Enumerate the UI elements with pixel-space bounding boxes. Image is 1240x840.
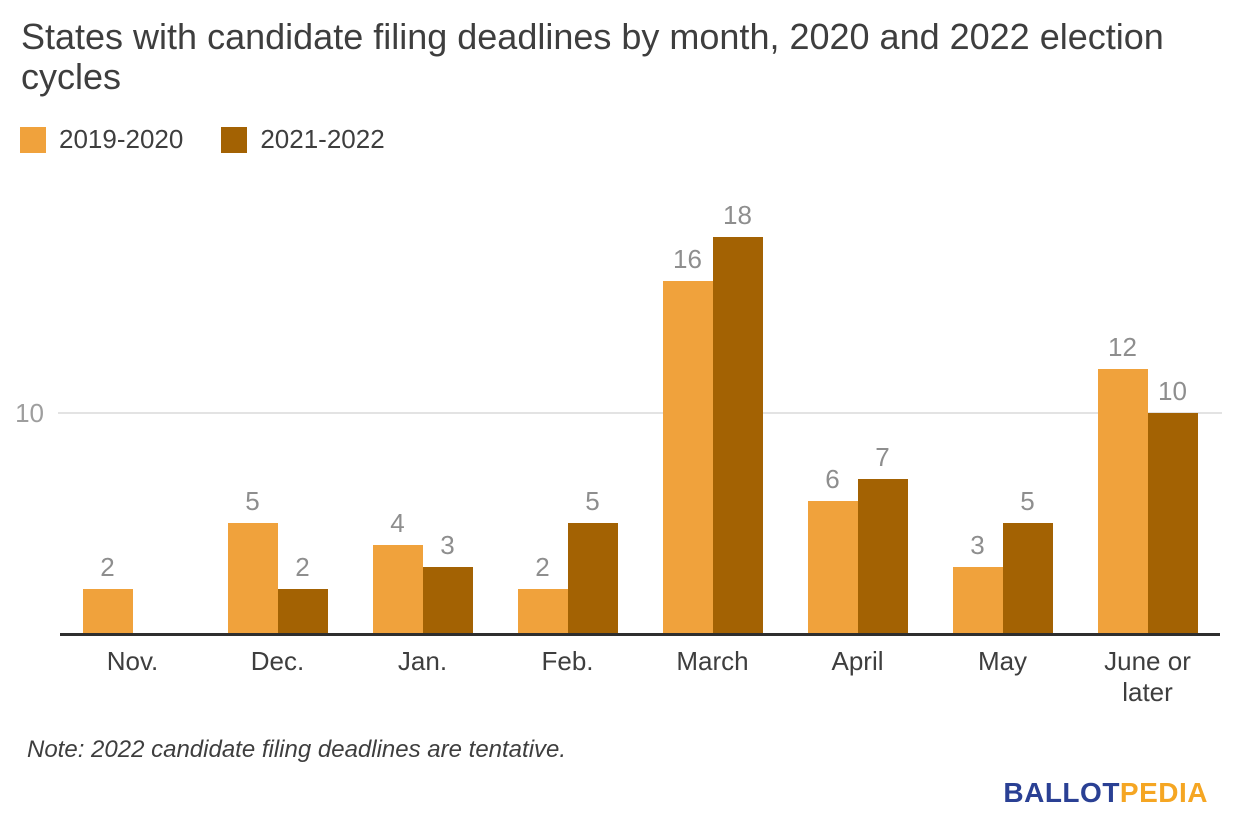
bar-2019-2020-May (952, 567, 1003, 633)
value-label-2019-2020-May: 3 (970, 530, 985, 560)
bar-2021-2022-March (712, 237, 763, 633)
value-label-2019-2020-March: 16 (673, 244, 702, 274)
x-axis-label-Feb.: Feb. (541, 646, 594, 676)
bar-2019-2020-Jan. (372, 545, 423, 633)
bar-2021-2022-June or later (1147, 413, 1198, 633)
value-label-2019-2020-Nov.: 2 (100, 552, 115, 582)
x-axis-label-May: May (977, 646, 1028, 676)
value-label-2021-2022-April: 7 (875, 442, 890, 472)
y-axis-tick-10: 10 (15, 398, 44, 428)
value-label-2019-2020-Feb.: 2 (535, 552, 550, 582)
bar-2019-2020-Dec. (227, 523, 278, 633)
value-label-2019-2020-April: 6 (825, 464, 840, 494)
plot-area: 2 Nov. 5 2 Dec. 4 3 Jan. 2 5 Feb. 16 18 March 6 7 April 3… (58, 180, 1222, 707)
value-label-2021-2022-June or later: 10 (1158, 376, 1187, 406)
logo-pedia-text: PEDIA (1119, 777, 1208, 808)
value-label-2019-2020-Dec.: 5 (245, 486, 260, 516)
bar-2021-2022-May (1002, 523, 1053, 633)
value-label-2019-2020-June or later: 12 (1108, 332, 1137, 362)
x-axis-label-April: April (831, 646, 884, 676)
value-label-2021-2022-Feb.: 5 (585, 486, 600, 516)
value-label-2021-2022-March: 18 (723, 200, 752, 230)
bar-2019-2020-March (662, 281, 713, 633)
x-axis-label-Nov.: Nov. (106, 646, 159, 676)
x-axis-label-June or later: June or later (1104, 646, 1191, 707)
bar-2021-2022-Feb. (567, 523, 618, 633)
x-axis-label-Dec.: Dec. (250, 646, 305, 676)
legend-label: 2021-2022 (260, 124, 385, 154)
value-label-2021-2022-Jan.: 3 (440, 530, 455, 560)
legend: 2019-2020 2021-2022 (20, 124, 385, 155)
legend-item-2021-2022: 2021-2022 (221, 124, 385, 155)
legend-swatch-icon (20, 126, 46, 153)
bar-2019-2020-Nov. (82, 589, 133, 633)
bar-2021-2022-Dec. (277, 589, 328, 633)
bar-2019-2020-June or later (1097, 369, 1148, 633)
chart-title: States with candidate filing deadlines b… (21, 16, 1164, 97)
value-label-2021-2022-Dec.: 2 (295, 552, 310, 582)
x-axis-line (60, 633, 1220, 636)
bar-2021-2022-Jan. (422, 567, 473, 633)
logo-ballot-text: BALLOT (1003, 777, 1120, 808)
bar-2019-2020-April (807, 501, 858, 633)
legend-swatch-icon (221, 126, 248, 153)
x-axis-label-March: March (676, 646, 749, 676)
bar-2021-2022-April (857, 479, 908, 633)
x-axis-label-Jan.: Jan. (397, 646, 448, 676)
legend-item-2019-2020: 2019-2020 (20, 124, 183, 155)
legend-label: 2019-2020 (59, 124, 184, 154)
ballotpedia-logo: BALLOTPEDIA (1003, 778, 1208, 808)
bar-2019-2020-Feb. (517, 589, 568, 633)
value-label-2019-2020-Jan.: 4 (390, 508, 405, 538)
chart-note: Note: 2022 candidate filing deadlines ar… (27, 736, 567, 763)
gridline-10 (58, 412, 1222, 414)
value-label-2021-2022-May: 5 (1020, 486, 1035, 516)
